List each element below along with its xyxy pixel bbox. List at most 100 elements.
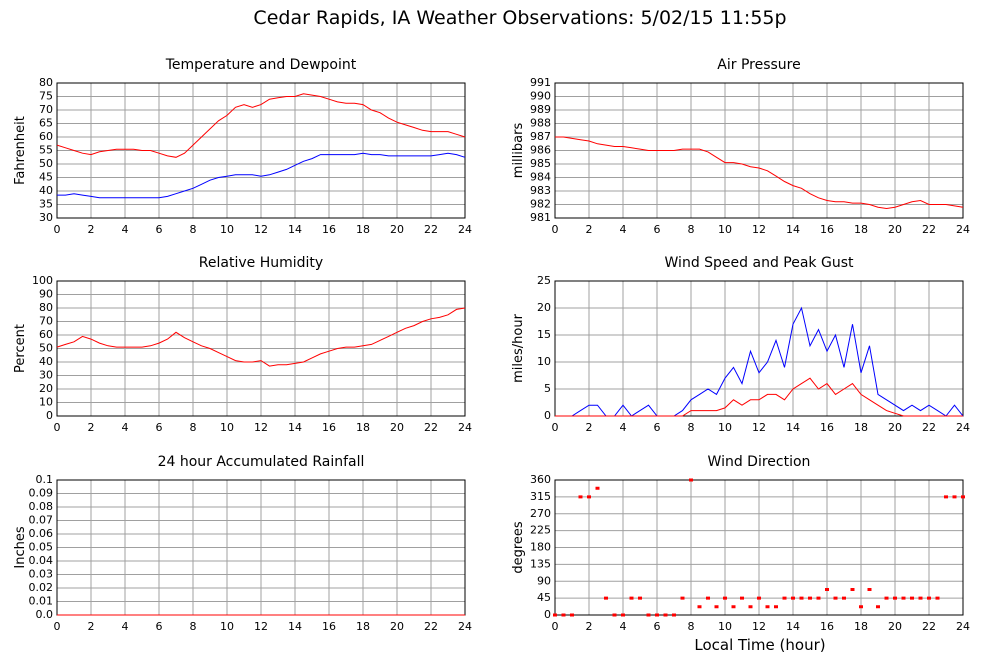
y-tick-label: 987 <box>530 130 551 143</box>
x-tick-label: 20 <box>888 421 902 434</box>
data-point <box>697 605 702 609</box>
data-point <box>808 596 812 600</box>
data-point <box>578 495 583 499</box>
y-tick-label: 50 <box>39 342 53 355</box>
data-point <box>816 596 821 600</box>
data-point <box>901 596 906 600</box>
y-tick-label: 984 <box>530 171 551 184</box>
x-tick-label: 22 <box>922 223 936 236</box>
panel-title: Temperature and Dewpoint <box>165 57 357 73</box>
x-tick-label: 16 <box>820 421 834 434</box>
x-tick-label: 22 <box>424 223 438 236</box>
x-tick-label: 6 <box>156 421 163 434</box>
panel-title: Wind Direction <box>708 454 811 470</box>
y-tick-label: 270 <box>530 507 551 520</box>
y-tick-label: 360 <box>530 473 551 486</box>
y-tick-label: 180 <box>530 541 551 554</box>
y-tick-label: 90 <box>537 574 551 587</box>
x-tick-label: 2 <box>88 421 95 434</box>
plot-frame <box>554 82 964 219</box>
data-point <box>842 596 846 600</box>
y-axis-label: Inches <box>13 526 28 568</box>
x-tick-label: 18 <box>854 620 868 633</box>
x-tick-label: 8 <box>190 223 197 236</box>
data-line <box>56 93 466 158</box>
y-tick-label: 40 <box>39 184 53 197</box>
y-axis-label: miles/hour <box>511 313 526 382</box>
y-tick-label: 0.01 <box>29 595 54 608</box>
data-line <box>57 152 466 199</box>
data-point <box>757 596 761 600</box>
data-point <box>655 613 659 617</box>
y-tick-label: 30 <box>39 369 53 382</box>
data-point <box>791 596 795 600</box>
data-point <box>714 605 719 609</box>
x-tick-label: 6 <box>156 223 163 236</box>
x-tick-label: 24 <box>956 421 970 434</box>
panel-title: Wind Speed and Peak Gust <box>665 255 854 271</box>
x-tick-label: 10 <box>718 421 732 434</box>
y-tick-label: 70 <box>39 103 53 116</box>
y-tick-label: 65 <box>39 117 53 130</box>
x-tick-label: 0 <box>54 421 61 434</box>
data-line <box>56 307 466 367</box>
y-axis-label: Fahrenheit <box>13 116 28 185</box>
x-tick-label: 24 <box>458 223 472 236</box>
x-tick-label: 22 <box>424 620 438 633</box>
data-point <box>629 596 634 600</box>
data-point <box>604 596 608 600</box>
y-tick-label: 75 <box>39 90 53 103</box>
data-point <box>765 605 770 609</box>
x-tick-label: 14 <box>786 223 800 236</box>
y-tick-label: 0.03 <box>29 568 54 581</box>
x-tick-label: 16 <box>322 421 336 434</box>
x-tick-label: 2 <box>586 421 593 434</box>
data-line <box>555 306 964 417</box>
x-tick-label: 6 <box>654 620 661 633</box>
y-tick-label: 55 <box>39 144 53 157</box>
y-tick-label: 60 <box>39 130 53 143</box>
x-tick-label: 2 <box>88 620 95 633</box>
data-point <box>884 596 889 600</box>
y-tick-label: 0.04 <box>29 554 54 567</box>
x-tick-label: 18 <box>356 223 370 236</box>
data-point <box>740 596 744 600</box>
x-tick-label: 6 <box>654 223 661 236</box>
x-tick-label: 4 <box>122 421 129 434</box>
y-tick-label: 991 <box>530 76 551 89</box>
data-point <box>850 588 855 591</box>
plot-frame <box>554 280 964 417</box>
data-point <box>706 596 710 600</box>
data-point <box>799 596 804 600</box>
data-point <box>859 605 863 609</box>
x-tick-label: 0 <box>552 620 559 633</box>
data-point <box>672 613 676 617</box>
data-point <box>663 613 668 617</box>
data-line <box>555 377 963 417</box>
x-tick-label: 14 <box>288 620 302 633</box>
x-tick-label: 20 <box>888 620 902 633</box>
y-tick-label: 986 <box>530 144 551 157</box>
x-tick-label: 12 <box>752 421 766 434</box>
y-tick-label: 0 <box>544 608 551 621</box>
x-tick-label: 6 <box>654 421 661 434</box>
x-tick-label: 4 <box>122 223 129 236</box>
x-tick-label: 16 <box>322 223 336 236</box>
data-point <box>587 495 591 499</box>
y-tick-label: 982 <box>530 198 551 211</box>
y-tick-label: 20 <box>39 382 53 395</box>
x-tick-label: 14 <box>786 421 800 434</box>
x-tick-label: 22 <box>922 620 936 633</box>
data-line <box>555 136 964 210</box>
data-point <box>621 613 625 617</box>
y-tick-label: 0 <box>544 409 551 422</box>
x-tick-label: 4 <box>620 620 627 633</box>
data-point <box>748 605 753 609</box>
x-tick-label: 24 <box>458 620 472 633</box>
x-tick-label: 20 <box>390 620 404 633</box>
y-tick-label: 0.1 <box>36 473 54 486</box>
x-tick-label: 24 <box>956 223 970 236</box>
panel-title: 24 hour Accumulated Rainfall <box>158 454 365 470</box>
